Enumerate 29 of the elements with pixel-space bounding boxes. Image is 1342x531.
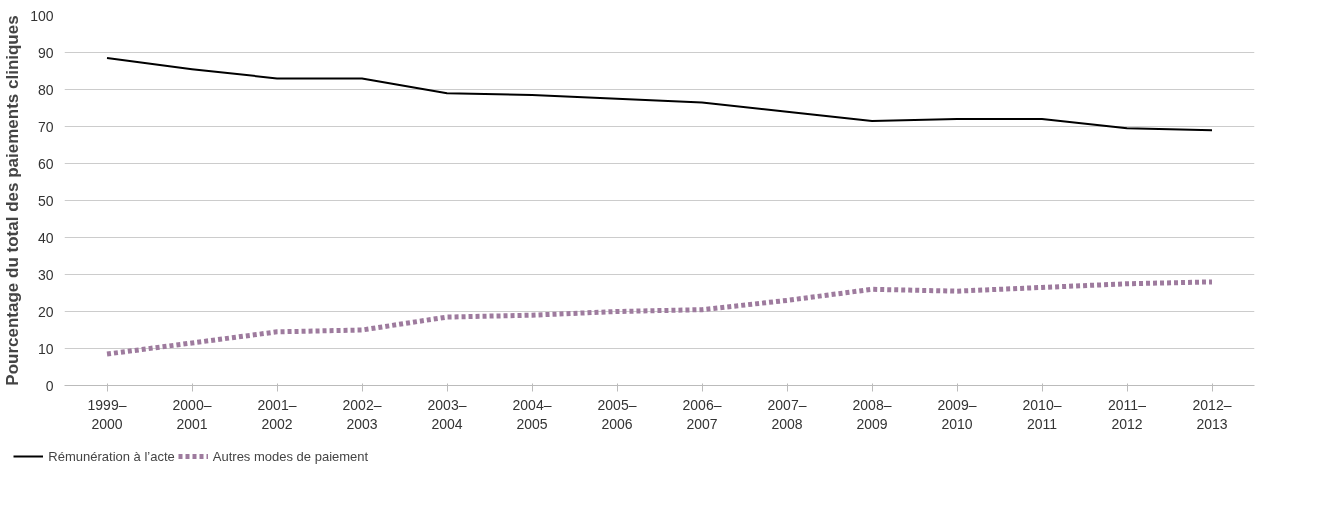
y-tick-label: 70 [37, 118, 54, 135]
legend-label: Autres modes de paiement [212, 448, 369, 464]
y-tick-label: 60 [37, 155, 54, 172]
line-series [106, 57, 1213, 132]
x-tick-label: 2011– 2012 [1108, 396, 1147, 432]
x-tick-label: 2003– 2004 [427, 396, 467, 432]
x-tick-label: 1999– 2000 [87, 396, 127, 432]
y-tick-label: 10 [37, 340, 54, 357]
x-tick-label: 2009– 2010 [937, 396, 977, 432]
y-tick-label: 80 [37, 81, 54, 98]
x-tick-label: 2004– 2005 [512, 396, 552, 432]
x-tick-label: 2001– 2002 [257, 396, 297, 432]
x-tick-label: 2012– 2013 [1192, 396, 1232, 432]
x-tick-label: 2007– 2008 [767, 396, 807, 432]
x-tick-label: 2008– 2009 [852, 396, 892, 432]
y-tick-label: 20 [37, 303, 54, 320]
y-tick-label: 50 [37, 192, 54, 209]
y-tick-label: 90 [37, 44, 54, 61]
x-tick-label: 2002– 2003 [342, 396, 382, 432]
y-tick-label: 100 [30, 7, 54, 24]
y-tick-label: 0 [45, 377, 54, 394]
x-tick-label: 2006– 2007 [682, 396, 722, 432]
y-tick-label: 40 [37, 229, 54, 246]
legend-label: Rémunération à l’acte [48, 448, 175, 464]
x-tick-label: 2000– 2001 [172, 396, 212, 432]
x-tick-label: 2005– 2006 [597, 396, 637, 432]
y-tick-label: 30 [37, 266, 54, 283]
x-tick-label: 2010– 2011 [1022, 396, 1062, 432]
y-axis-title: Pourcentage du total des paiements cliniques [3, 15, 23, 386]
